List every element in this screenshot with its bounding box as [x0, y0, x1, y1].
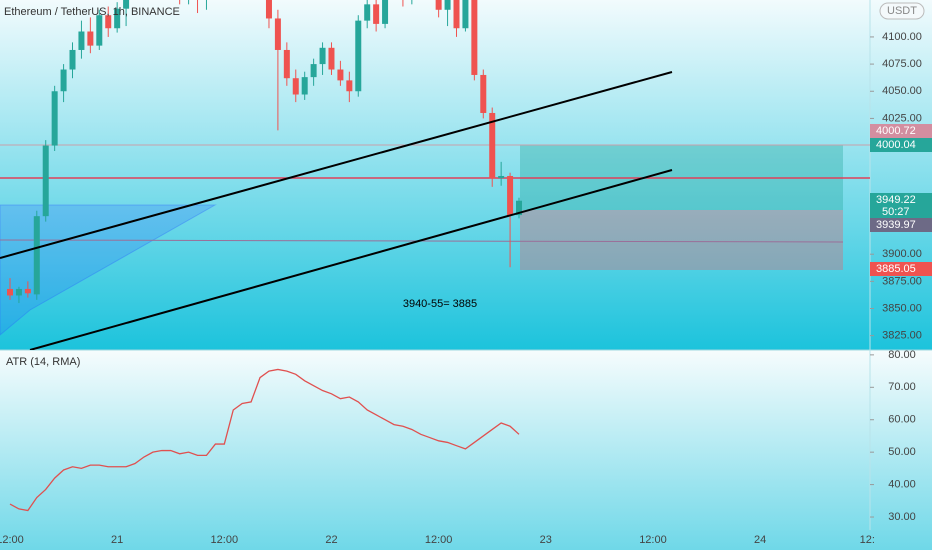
candle-body: [96, 15, 103, 46]
candle-body: [60, 69, 67, 92]
y-tick-label: 4075.00: [882, 58, 922, 70]
price-tag-label: 3949.22: [876, 194, 916, 206]
candle-body: [15, 288, 22, 296]
candle-body: [435, 0, 442, 10]
candle-body: [364, 4, 371, 21]
candle-body: [453, 0, 460, 29]
x-tick-label: 12:00: [639, 534, 667, 546]
triangle-drawing: [0, 204, 217, 336]
candle-body: [507, 175, 514, 216]
price-tag-label: 4000.04: [876, 139, 916, 151]
candle-body: [444, 0, 451, 10]
price-tag: [870, 124, 932, 138]
candle-body: [319, 47, 326, 65]
candle-body: [355, 20, 362, 92]
y-tick-label: 4025.00: [882, 112, 922, 124]
candle-body: [69, 49, 76, 70]
x-tick-label: 12:00: [425, 534, 453, 546]
price-tag: [870, 138, 932, 152]
candle-body: [78, 31, 85, 50]
candle-body: [480, 74, 487, 113]
candle-body: [516, 200, 523, 216]
x-tick-label: 12:00: [211, 534, 239, 546]
atr-line: [9, 368, 520, 512]
currency-button[interactable]: [879, 2, 925, 20]
candle-body: [301, 77, 308, 95]
candle-body: [346, 80, 353, 92]
currency-label[interactable]: USDT: [887, 5, 917, 17]
y-tick-label: 4100.00: [882, 31, 922, 43]
trend-line: [29, 169, 673, 350]
y-tick-label: 3900.00: [882, 248, 922, 260]
y-tick-label: 50.00: [888, 446, 916, 458]
candle-body: [42, 145, 49, 217]
candle-body: [114, 8, 121, 29]
y-tick-label: 3875.00: [882, 275, 922, 287]
indicator-title: ATR (14, RMA): [6, 356, 80, 368]
x-tick-label: 22: [325, 534, 337, 546]
y-tick-label: 4050.00: [882, 85, 922, 97]
candle-body: [7, 288, 13, 296]
candle-body: [123, 0, 130, 9]
trend-line: [0, 71, 673, 259]
price-tag: [870, 218, 932, 232]
candle-body: [373, 4, 380, 24]
annotation: 3940-55= 3885: [403, 298, 477, 310]
candle-body: [105, 15, 112, 29]
price-tag-label: 3885.05: [876, 263, 916, 275]
y-tick-label: 80.00: [888, 349, 916, 361]
price-tag: [870, 193, 932, 218]
y-tick-label: 70.00: [888, 381, 916, 393]
candle-body: [283, 49, 290, 79]
chart-title: Ethereum / TetherUS, 1h, BINANCE: [4, 6, 180, 18]
x-tick-label: 23: [540, 534, 552, 546]
candle-body: [498, 175, 505, 179]
candle-body: [24, 288, 31, 294]
candle-body: [51, 91, 58, 146]
y-tick-label: 3850.00: [882, 302, 922, 314]
price-tag: [870, 262, 932, 276]
y-tick-label: 30.00: [888, 511, 916, 523]
atr-panel: [0, 350, 932, 550]
candle-body: [274, 18, 281, 50]
x-tick-label: 21: [111, 534, 123, 546]
candle-body: [87, 31, 94, 46]
candle-body: [489, 112, 496, 179]
y-tick-label: 40.00: [888, 479, 916, 491]
price-tag-label: 3939.97: [876, 219, 916, 231]
candle-body: [462, 0, 469, 29]
main-panel: [0, 0, 932, 350]
x-tick-label: 12:00: [0, 534, 24, 546]
candle-body: [310, 64, 317, 78]
x-tick-label: 12:: [860, 534, 875, 546]
candle-body: [337, 69, 344, 81]
loss-zone: [520, 210, 843, 270]
candle-body: [382, 0, 389, 24]
candle-body: [33, 216, 40, 295]
y-tick-label: 60.00: [888, 414, 916, 426]
candle-body: [265, 0, 272, 19]
countdown-label: 50:27: [882, 206, 910, 218]
candle-body: [292, 78, 299, 95]
candle-body: [471, 0, 478, 75]
y-tick-label: 3825.00: [882, 330, 922, 342]
price-tag-label: 4000.72: [876, 125, 916, 137]
x-tick-label: 24: [754, 534, 766, 546]
candle-body: [328, 47, 335, 70]
